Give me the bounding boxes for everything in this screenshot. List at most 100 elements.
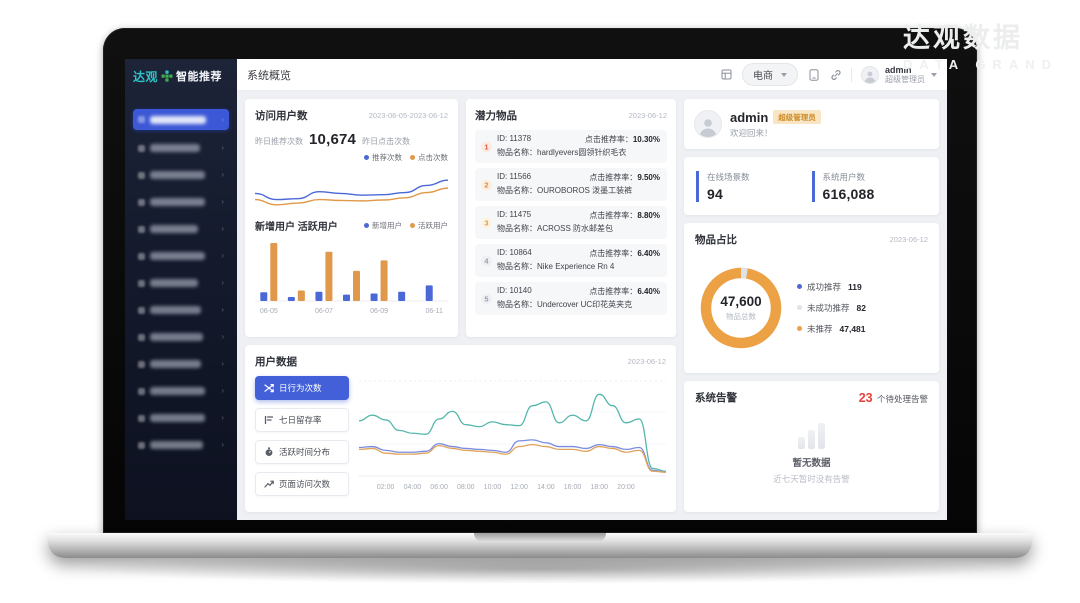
profile-avatar	[694, 110, 722, 138]
sidebar-item-icon	[138, 387, 145, 395]
empty-desc: 近七天暂时没有告警	[773, 474, 850, 484]
hot-item-row[interactable]: 1 ID: 11378 点击推荐率：10.30% 物品名称：hardlyever…	[475, 130, 667, 163]
item-name: 物品名称：Nike Experience Rn 4	[497, 262, 615, 271]
click-count-label: 昨日点击次数	[362, 137, 411, 146]
user-role: 超级管理员	[885, 75, 925, 85]
user-avatar	[861, 65, 879, 84]
visits-date-range: 2023-06-05-2023-06-12	[368, 111, 448, 120]
rank-badge: 4	[481, 255, 492, 266]
alerts-empty-state: 暂无数据 近七天暂时没有告警	[695, 405, 928, 503]
card-system-alerts: 系统告警 23 个待处理告警 暂无数据 近七天暂时没有告警	[684, 381, 939, 512]
svg-text:08:00: 08:00	[457, 484, 475, 491]
legend-label: 未成功推荐	[807, 302, 850, 313]
tab-label: 页面访问次数	[279, 479, 331, 489]
sidebar-item-active[interactable]: ›	[133, 109, 229, 130]
tab-seven-day-retention[interactable]: 七日留存率	[255, 408, 349, 432]
sidebar-item[interactable]: ›	[133, 436, 229, 454]
logo-grid-icon	[161, 70, 173, 82]
chevron-right-icon: ›	[221, 197, 224, 206]
sidebar-item-icon	[138, 171, 145, 179]
sidebar-item[interactable]: ›	[133, 328, 229, 346]
new-active-title: 新增用户 活跃用户	[255, 222, 338, 233]
scene-select-dropdown[interactable]: 电商	[742, 63, 798, 86]
sidebar-item-icon	[138, 225, 145, 233]
profile-name: admin	[730, 109, 769, 125]
legend-rec: 推荐次数	[364, 152, 402, 163]
svg-text:06-11: 06-11	[426, 308, 443, 315]
stat-system-users: 系统用户数 616,088	[811, 170, 928, 202]
hot-item-row[interactable]: 2 ID: 11566 点击推荐率：9.50% 物品名称：OUROBOROS 泼…	[475, 168, 667, 201]
user-meta: admin 超级管理员	[885, 65, 925, 85]
stat-value: 616,088	[822, 185, 875, 202]
item-click-rate: 点击推荐率：8.80%	[589, 211, 660, 220]
panel-hot-items: 潜力物品 2023-06-12 1 ID: 11378 点击推荐率：10.30%…	[466, 99, 676, 337]
chevron-right-icon: ›	[221, 170, 224, 179]
alerts-count-number: 23	[858, 390, 873, 405]
tab-active-time[interactable]: 活跃时间分布	[255, 440, 349, 464]
legend-dot-orange	[797, 326, 802, 331]
chevron-right-icon: ›	[221, 440, 224, 449]
svg-text:06-05: 06-05	[260, 308, 278, 315]
sidebar-item[interactable]: ›	[133, 301, 229, 319]
tab-page-visits[interactable]: 页面访问次数	[255, 472, 349, 496]
sidebar-item[interactable]: ›	[133, 409, 229, 427]
card-item-ratio: 物品占比 2023-06-12 47,600 物品总数	[684, 223, 939, 373]
item-id: ID: 10140	[497, 286, 532, 295]
sidebar-item-icon	[138, 279, 145, 287]
legend-value: 119	[848, 281, 862, 292]
watermark-sub: DATA GRAND	[903, 57, 1058, 72]
link-icon[interactable]	[829, 68, 842, 81]
empty-title: 暂无数据	[792, 458, 831, 469]
sidebar-item[interactable]: ›	[133, 355, 229, 373]
legend-active-users: 活跃用户	[410, 220, 448, 231]
rank-badge: 3	[481, 217, 492, 228]
apps-grid-icon[interactable]	[720, 68, 733, 81]
logo-brand-text: 达观	[133, 69, 159, 84]
tab-daily-behavior[interactable]: 日行为次数	[255, 376, 349, 400]
stat-value: 94	[707, 185, 723, 202]
hot-item-row[interactable]: 5 ID: 10140 点击推荐率：6.40% 物品名称：Undercover …	[475, 282, 667, 315]
sidebar-item[interactable]: ›	[133, 193, 229, 211]
card-stats: 在线场景数 94 系统用户数 616,088	[684, 157, 939, 215]
sidebar-item[interactable]: ›	[133, 166, 229, 184]
item-name: 物品名称：ACROSS 防水邮差包	[497, 224, 614, 233]
welcome-text: 欢迎回来！	[730, 127, 773, 138]
trend-arrow-icon	[263, 479, 274, 490]
hot-item-row[interactable]: 4 ID: 10864 点击推荐率：6.40% 物品名称：Nike Experi…	[475, 244, 667, 277]
sidebar-item-icon	[138, 441, 145, 449]
visits-title: 访问用户数	[255, 110, 308, 122]
watermark-brand: 达观数据	[903, 23, 1024, 53]
item-name: 物品名称：OUROBOROS 泼墨工装裤	[497, 186, 633, 195]
dashboard: 达观 智能推荐 › ›	[125, 59, 947, 520]
user-data-date: 2023-06-12	[627, 357, 666, 366]
sidebar-item[interactable]: ›	[133, 247, 229, 265]
rec-count-label: 昨日推荐次数	[255, 137, 303, 146]
visits-legend: 推荐次数 点击次数	[255, 152, 448, 163]
chevron-right-icon: ›	[221, 413, 224, 422]
tab-label: 活跃时间分布	[279, 447, 331, 457]
chevron-right-icon: ›	[221, 143, 224, 152]
sidebar-item[interactable]: ›	[133, 274, 229, 292]
user-name: admin	[885, 64, 912, 75]
legend-new-users: 新增用户	[364, 220, 402, 231]
svg-text:06-07: 06-07	[315, 308, 333, 315]
hot-item-row[interactable]: 3 ID: 11475 点击推荐率：8.80% 物品名称：ACROSS 防水邮差…	[475, 206, 667, 239]
sidebar-item[interactable]: ›	[133, 139, 229, 157]
app-logo[interactable]: 达观 智能推荐	[125, 59, 237, 93]
document-icon[interactable]	[807, 68, 820, 81]
legend-click-label: 点击次数	[418, 153, 448, 162]
user-data-title: 用户数据	[255, 356, 297, 368]
ratio-date: 2023-06-12	[889, 235, 928, 244]
user-menu[interactable]: admin 超级管理员	[861, 65, 937, 85]
svg-text:06:00: 06:00	[430, 484, 448, 491]
user-activity-chart-area: 02:00 04:00 06:00 08:00 10:00 12:00 14:00 16:00…	[359, 376, 666, 503]
ratio-legend: 成功推荐 119 未成功推荐 82 未推荐 47,4	[797, 281, 866, 335]
item-name: 物品名称：Undercover UC印花英夹克	[497, 300, 633, 309]
legend-rec-label: 推荐次数	[372, 153, 402, 162]
page-title: 系统概览	[247, 69, 291, 82]
sidebar-item[interactable]: ›	[133, 382, 229, 400]
sidebar-item[interactable]: ›	[133, 220, 229, 238]
item-click-rate: 点击推荐率：6.40%	[589, 249, 660, 258]
shuffle-icon	[263, 383, 274, 394]
scene-select-value: 电商	[753, 71, 773, 82]
